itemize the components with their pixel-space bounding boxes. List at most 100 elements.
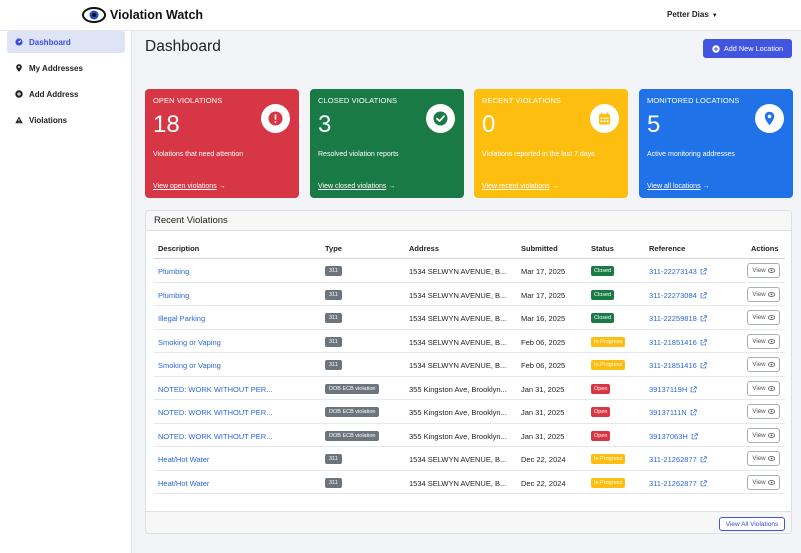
address-cell: 1534 SELWYN AVENUE, B...	[409, 455, 507, 464]
view-recent-violations-link[interactable]: View recent violations →	[482, 183, 559, 190]
panel-title: Recent Violations	[154, 215, 228, 226]
type-badge: 311	[325, 336, 342, 347]
violation-description-link[interactable]: Illegal Parking	[158, 314, 206, 323]
eye-icon	[767, 432, 775, 438]
card-icon-circle	[426, 104, 455, 133]
location-pin-icon	[764, 111, 775, 126]
type-badge: DOB ECB violation	[325, 407, 380, 417]
row-divider	[154, 493, 785, 494]
violation-description-link[interactable]: Smoking or Vaping	[158, 337, 221, 347]
submitted-date: Jan 31, 2025	[521, 408, 565, 417]
reference-link[interactable]: 311-22273143	[649, 267, 707, 276]
user-menu[interactable]: Petter Dias ▼	[667, 10, 718, 19]
reference-link[interactable]: 39137119H	[649, 385, 697, 394]
view-button[interactable]: View	[747, 474, 780, 490]
view-label: View	[752, 408, 766, 415]
violation-description-link[interactable]: Plumbing	[158, 267, 190, 276]
page-title: Dashboard	[145, 38, 221, 55]
status-badge: Open	[591, 430, 611, 441]
view-button[interactable]: View	[747, 310, 780, 325]
row-divider	[154, 281, 785, 283]
view-all-locations-link[interactable]: View all locations →	[647, 183, 710, 190]
reference-link[interactable]: 311-21851416	[649, 361, 707, 370]
card-title: RECENT VIOLATIONS	[482, 96, 561, 105]
reference-number: 311-21262877	[649, 455, 697, 464]
card-title: CLOSED VIOLATIONS	[318, 96, 398, 105]
sidebar-item-violations[interactable]: Violations	[7, 109, 125, 131]
violation-description-link[interactable]: NOTED: WORK WITHOUT PER...	[158, 431, 273, 441]
eye-icon	[767, 385, 775, 391]
top-navbar: Violation Watch Petter Dias ▼	[0, 0, 801, 31]
sidebar: Dashboard My Addresses Add Address Viola…	[0, 31, 132, 553]
app-name: Violation Watch	[110, 8, 204, 22]
reference-link[interactable]: 311-21851416	[649, 338, 707, 347]
add-new-location-button[interactable]: Add New Location	[703, 39, 792, 58]
violation-description-link[interactable]: NOTED: WORK WITHOUT PER...	[158, 384, 273, 394]
reference-number: 311-22259818	[649, 314, 697, 323]
arrow-right-icon: →	[218, 183, 226, 190]
view-button[interactable]: View	[747, 286, 780, 302]
table-row: Heat/Hot Water 311 1534 SELWYN AVENUE, B…	[146, 447, 791, 471]
sidebar-item-label: Add Address	[29, 89, 79, 99]
view-button[interactable]: View	[747, 357, 780, 372]
eye-icon	[767, 338, 775, 344]
violation-description-link[interactable]: Heat/Hot Water	[158, 478, 210, 488]
submitted-date: Mar 17, 2025	[521, 290, 566, 300]
row-divider	[154, 446, 785, 447]
reference-link[interactable]: 311-21262877	[649, 455, 707, 464]
view-label: View	[752, 361, 766, 368]
eye-icon	[767, 456, 775, 461]
violation-description-link[interactable]: Plumbing	[158, 290, 190, 300]
view-button[interactable]: View	[747, 404, 780, 419]
reference-link[interactable]: 39137111N	[649, 408, 697, 417]
submitted-date: Feb 06, 2025	[521, 337, 566, 347]
view-button[interactable]: View	[747, 263, 780, 278]
row-divider	[154, 469, 785, 471]
view-open-violations-link[interactable]: View open violations →	[153, 183, 226, 190]
table-row: NOTED: WORK WITHOUT PER... DOB ECB viola…	[146, 424, 791, 447]
eye-icon	[767, 362, 775, 367]
view-closed-violations-link[interactable]: View closed violations →	[318, 183, 395, 190]
view-button[interactable]: View	[747, 333, 780, 349]
address-cell: 1534 SELWYN AVENUE, B...	[409, 361, 507, 370]
status-badge: In Progress	[591, 477, 626, 488]
status-badge: Closed	[591, 313, 615, 323]
view-label: View	[752, 314, 766, 321]
card-subtitle: Violations reported in the last 7 days	[482, 151, 595, 158]
type-badge: 311	[325, 477, 342, 488]
sidebar-item-dashboard[interactable]: Dashboard	[7, 31, 125, 53]
external-link-icon	[700, 291, 707, 298]
view-button[interactable]: View	[747, 380, 780, 396]
reference-number: 311-22273143	[649, 267, 697, 276]
submitted-date: Jan 31, 2025	[521, 384, 565, 394]
closed-violations-card: CLOSED VIOLATIONS 3 Resolved violation r…	[310, 89, 464, 198]
sidebar-item-label: Dashboard	[29, 37, 71, 47]
external-link-icon	[700, 315, 707, 322]
external-link-icon	[700, 362, 707, 369]
column-header-actions: Actions	[751, 244, 779, 253]
reference-number: 311-21851416	[649, 361, 697, 370]
reference-link[interactable]: 311-22259818	[649, 314, 707, 323]
view-button[interactable]: View	[747, 451, 780, 466]
view-all-violations-button[interactable]: View All Violations	[719, 517, 785, 531]
row-divider	[154, 352, 785, 353]
reference-link[interactable]: 311-22273084	[649, 291, 707, 300]
card-value: 0	[482, 111, 496, 138]
brand-logo[interactable]: Violation Watch	[82, 6, 203, 24]
violation-description-link[interactable]: Smoking or Vaping	[158, 361, 221, 370]
violation-description-link[interactable]: NOTED: WORK WITHOUT PER...	[158, 408, 273, 417]
table-row: NOTED: WORK WITHOUT PER... DOB ECB viola…	[146, 400, 791, 424]
reference-link[interactable]: 311-21262877	[649, 479, 707, 488]
arrow-right-icon: →	[702, 183, 710, 190]
card-icon-circle	[755, 104, 784, 133]
view-button[interactable]: View	[747, 427, 780, 443]
reference-link[interactable]: 39137063H	[649, 432, 698, 441]
row-divider	[154, 422, 785, 424]
card-link-label: View recent violations	[482, 183, 550, 190]
sidebar-item-add-address[interactable]: Add Address	[7, 83, 125, 105]
sidebar-item-my-addresses[interactable]: My Addresses	[7, 57, 125, 79]
view-label: View	[752, 267, 766, 274]
address-cell: 355 Kingston Ave, Brooklyn...	[409, 384, 507, 394]
table-row: Illegal Parking 311 1534 SELWYN AVENUE, …	[146, 306, 791, 330]
violation-description-link[interactable]: Heat/Hot Water	[158, 455, 210, 464]
